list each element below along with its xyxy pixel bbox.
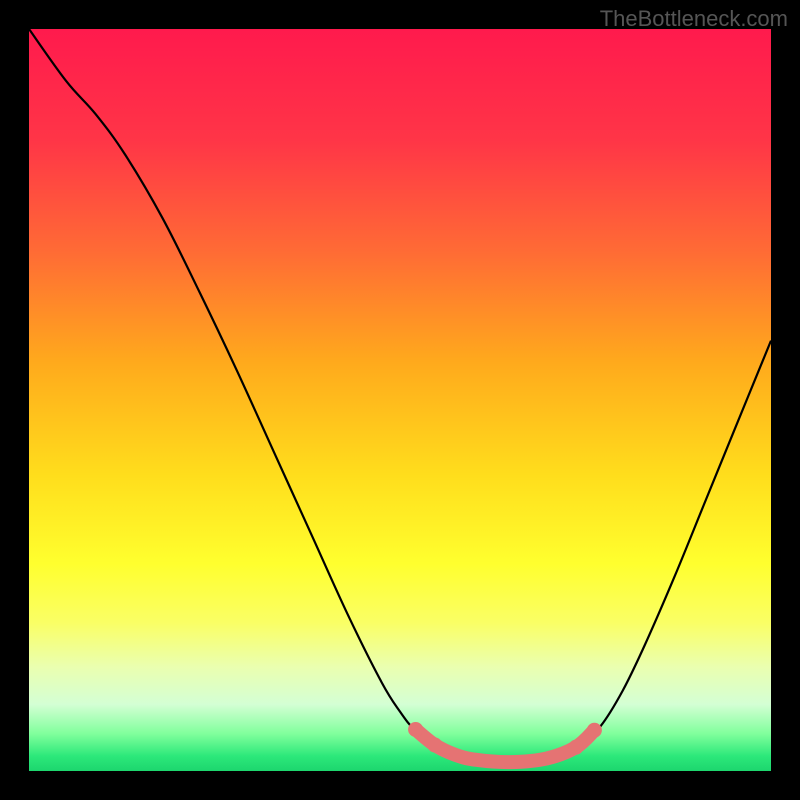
- highlight-dot: [568, 740, 583, 755]
- bottleneck-chart: [29, 29, 771, 771]
- gradient-background: [29, 29, 771, 771]
- highlight-dot: [587, 723, 602, 738]
- watermark-text: TheBottleneck.com: [600, 6, 788, 32]
- highlight-dot: [408, 722, 423, 737]
- chart-svg: [29, 29, 771, 771]
- highlight-dot: [427, 738, 442, 753]
